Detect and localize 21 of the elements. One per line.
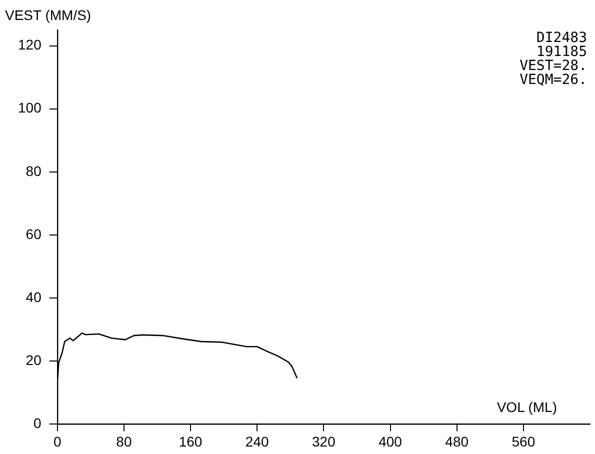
x-axis-title: VOL (ML) (496, 399, 557, 416)
y-axis-title: VEST (MM/S) (5, 7, 92, 23)
x-tick-label: 240 (245, 433, 269, 450)
y-tick-label: 40 (26, 288, 42, 305)
y-tick-label: 60 (26, 226, 42, 242)
x-tick-label: 320 (312, 433, 336, 450)
x-tick-label: 480 (445, 433, 469, 450)
x-tick-label: 0 (53, 433, 62, 450)
x-tick-label: 80 (116, 433, 132, 450)
x-tick-label: 400 (378, 433, 402, 450)
y-tick-label: 100 (18, 100, 42, 116)
x-tick-label: 560 (512, 433, 536, 450)
y-tick-label: 120 (18, 36, 42, 53)
annotation: VEST=28. (520, 58, 587, 74)
annotation: DI2483 (536, 30, 587, 46)
annotation: 191185 (536, 44, 587, 60)
annotation: VEQM=26. (520, 72, 587, 88)
x-tick-label: 160 (178, 433, 202, 450)
y-tick-label: 20 (26, 352, 42, 368)
y-tick-label: 0 (34, 415, 42, 432)
y-tick-label: 80 (26, 162, 42, 179)
